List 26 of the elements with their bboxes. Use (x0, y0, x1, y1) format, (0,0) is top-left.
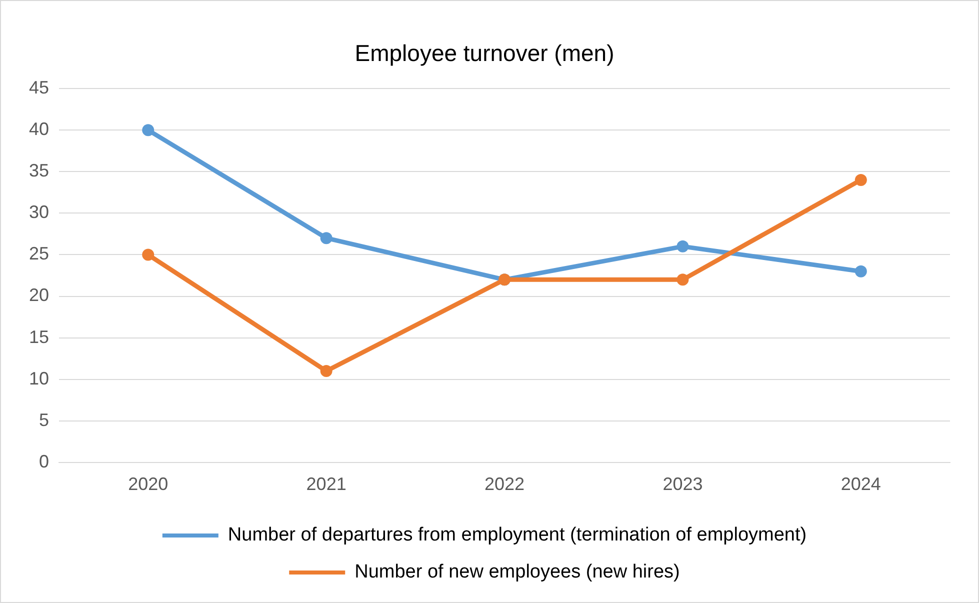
y-tick-label: 10 (28, 368, 50, 388)
x-tick-label: 2020 (128, 474, 168, 494)
y-tick-label: 25 (28, 244, 50, 264)
point (676, 274, 689, 286)
point (142, 248, 154, 261)
y-tick-label: 0 (39, 451, 50, 472)
point (320, 365, 332, 378)
point (854, 265, 867, 278)
legend-label: Number of new employees (new hires) (354, 562, 680, 583)
y-tick-label: 20 (28, 285, 50, 306)
point (854, 174, 867, 186)
y-tick-label: 15 (28, 326, 50, 347)
point (142, 124, 154, 136)
x-tick-label: 2023 (662, 474, 703, 494)
x-tick-label: 2024 (840, 474, 881, 494)
y-tick-label: 45 (28, 78, 50, 98)
x-tick-label: 2021 (306, 474, 346, 494)
y-tick-label: 40 (28, 119, 50, 140)
legend-label: Number of departures from employment (termination of employment) (228, 524, 807, 546)
point (676, 240, 689, 252)
chart-title: Employee turnover (men) (354, 40, 614, 66)
y-tick-label: 30 (28, 202, 50, 222)
point (320, 232, 332, 244)
x-tick-label: 2022 (484, 474, 525, 494)
y-tick-label: 5 (39, 410, 50, 430)
y-tick-label: 35 (28, 160, 50, 181)
